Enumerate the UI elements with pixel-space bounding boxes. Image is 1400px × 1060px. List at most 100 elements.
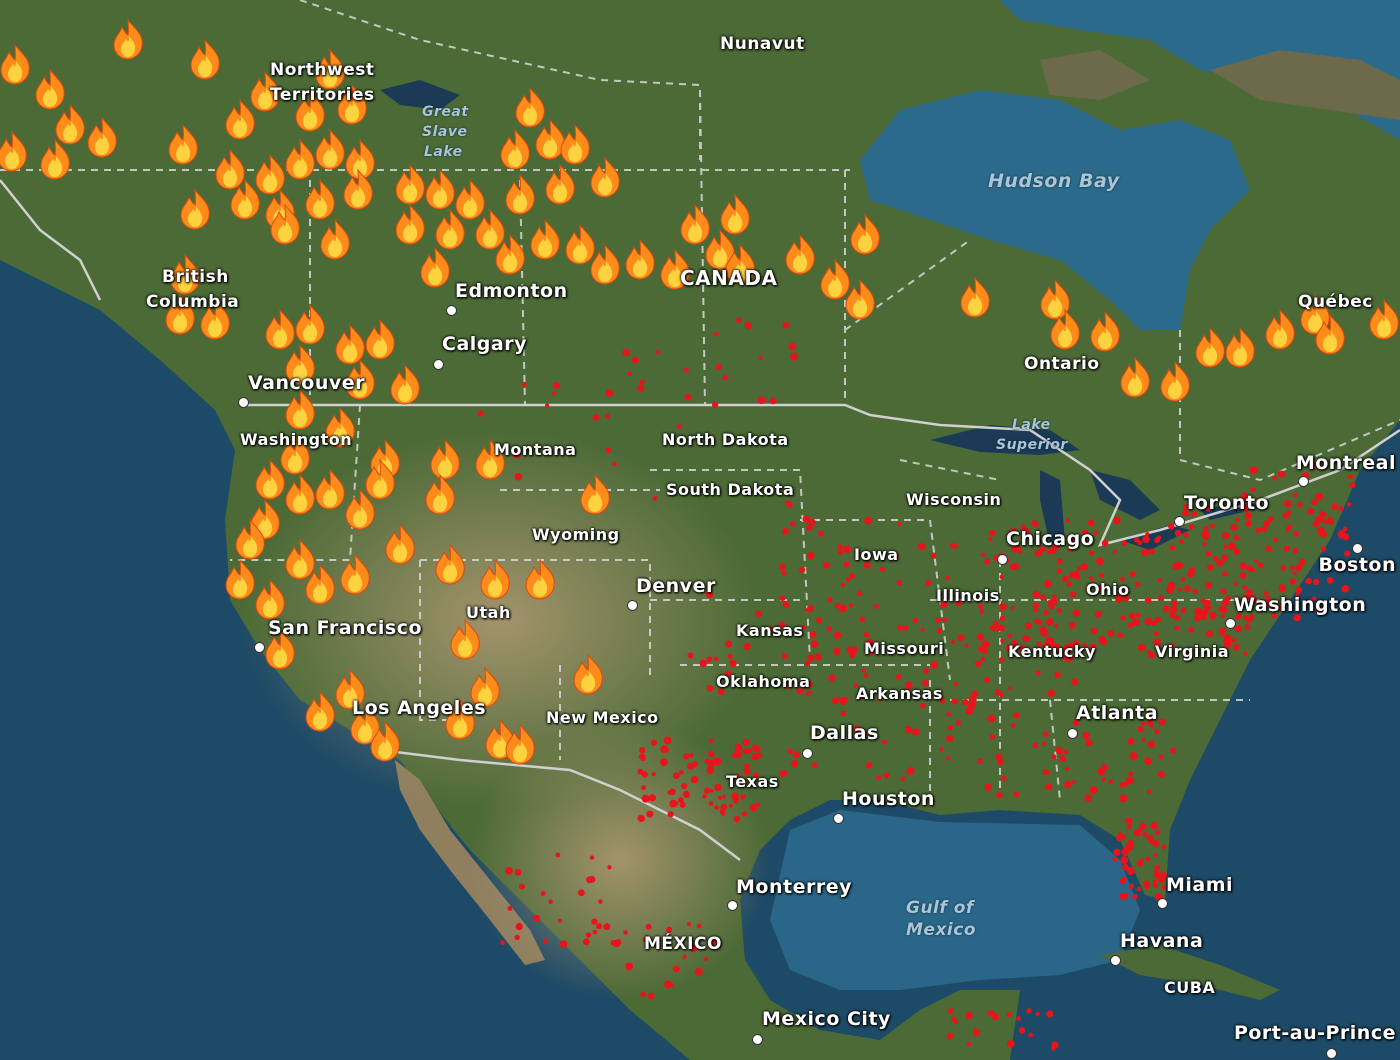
fire-icon[interactable] bbox=[265, 308, 295, 350]
fire-icon[interactable] bbox=[430, 438, 460, 480]
fire-icon[interactable] bbox=[215, 148, 245, 190]
fire-icon[interactable] bbox=[1090, 310, 1120, 352]
fire-icon[interactable] bbox=[590, 156, 620, 198]
fire-icon[interactable] bbox=[200, 298, 230, 340]
fire-icon[interactable] bbox=[325, 406, 355, 448]
fire-icon[interactable] bbox=[545, 163, 575, 205]
fire-icon[interactable] bbox=[285, 388, 315, 430]
fire-icon[interactable] bbox=[235, 518, 265, 560]
fire-icon[interactable] bbox=[573, 653, 603, 695]
fire-icon[interactable] bbox=[87, 116, 117, 158]
fire-icon[interactable] bbox=[580, 473, 610, 515]
fire-icon[interactable] bbox=[1315, 313, 1345, 355]
fire-icon[interactable] bbox=[335, 668, 365, 710]
fire-icon[interactable] bbox=[385, 523, 415, 565]
fire-icon[interactable] bbox=[295, 303, 325, 345]
fire-icon[interactable] bbox=[590, 243, 620, 285]
fire-icon[interactable] bbox=[190, 38, 220, 80]
fire-icon[interactable] bbox=[475, 438, 505, 480]
fire-icon[interactable] bbox=[395, 203, 425, 245]
fire-icon[interactable] bbox=[180, 188, 210, 230]
fire-icon[interactable] bbox=[625, 238, 655, 280]
fire-icon[interactable] bbox=[285, 138, 315, 180]
fire-icon[interactable] bbox=[495, 233, 525, 275]
fire-icon[interactable] bbox=[720, 193, 750, 235]
fire-icon[interactable] bbox=[305, 178, 335, 220]
fire-icon[interactable] bbox=[285, 538, 315, 580]
fire-icon[interactable] bbox=[315, 48, 345, 90]
fire-icon[interactable] bbox=[1369, 298, 1399, 340]
fire-icon[interactable] bbox=[390, 363, 420, 405]
fire-icon[interactable] bbox=[295, 90, 325, 132]
fire-icon[interactable] bbox=[55, 103, 85, 145]
fire-icon[interactable] bbox=[1160, 360, 1190, 402]
fire-icon[interactable] bbox=[960, 276, 990, 318]
fire-icon[interactable] bbox=[370, 720, 400, 762]
fire-icon[interactable] bbox=[1225, 326, 1255, 368]
fire-icon[interactable] bbox=[230, 178, 260, 220]
fire-icon[interactable] bbox=[350, 703, 380, 745]
fire-icon[interactable] bbox=[315, 468, 345, 510]
fire-icon[interactable] bbox=[320, 218, 350, 260]
fire-icon[interactable] bbox=[425, 168, 455, 210]
fire-icon[interactable] bbox=[113, 18, 143, 60]
fire-icon[interactable] bbox=[255, 458, 285, 500]
fire-icon[interactable] bbox=[265, 628, 295, 670]
fire-icon[interactable] bbox=[285, 343, 315, 385]
fire-icon[interactable] bbox=[680, 203, 710, 245]
fire-icon[interactable] bbox=[785, 233, 815, 275]
fire-icon[interactable] bbox=[0, 130, 27, 172]
fire-icon[interactable] bbox=[280, 433, 310, 475]
fire-icon[interactable] bbox=[395, 163, 425, 205]
fire-icon[interactable] bbox=[505, 173, 535, 215]
fire-icon[interactable] bbox=[705, 228, 735, 270]
fire-icon[interactable] bbox=[1300, 293, 1330, 335]
fire-icon[interactable] bbox=[1265, 308, 1295, 350]
fire-icon[interactable] bbox=[165, 293, 195, 335]
fire-icon[interactable] bbox=[35, 68, 65, 110]
fire-icon[interactable] bbox=[365, 318, 395, 360]
fire-icon[interactable] bbox=[480, 558, 510, 600]
fire-icon[interactable] bbox=[225, 98, 255, 140]
fire-icon[interactable] bbox=[505, 723, 535, 765]
fire-icon[interactable] bbox=[475, 208, 505, 250]
fire-icon[interactable] bbox=[40, 138, 70, 180]
fire-icon[interactable] bbox=[435, 208, 465, 250]
fire-icon[interactable] bbox=[305, 563, 335, 605]
fire-icon[interactable] bbox=[340, 553, 370, 595]
fire-icon[interactable] bbox=[0, 43, 30, 85]
fire-icon[interactable] bbox=[450, 618, 480, 660]
fire-icon[interactable] bbox=[515, 86, 545, 128]
fire-icon[interactable] bbox=[255, 578, 285, 620]
fire-icon[interactable] bbox=[1040, 278, 1070, 320]
fire-icon[interactable] bbox=[345, 488, 375, 530]
fire-icon[interactable] bbox=[445, 698, 475, 740]
fire-icon[interactable] bbox=[455, 178, 485, 220]
fire-icon[interactable] bbox=[530, 218, 560, 260]
fire-icon[interactable] bbox=[168, 123, 198, 165]
fire-icon[interactable] bbox=[1120, 356, 1150, 398]
fire-icon[interactable] bbox=[820, 258, 850, 300]
fire-icon[interactable] bbox=[285, 473, 315, 515]
fire-icon[interactable] bbox=[535, 118, 565, 160]
fire-icon[interactable] bbox=[565, 223, 595, 265]
fire-icon[interactable] bbox=[425, 473, 455, 515]
fire-icon[interactable] bbox=[1195, 326, 1225, 368]
fire-icon[interactable] bbox=[725, 243, 755, 285]
fire-icon[interactable] bbox=[337, 83, 367, 125]
fire-icon[interactable] bbox=[470, 666, 500, 708]
fire-icon[interactable] bbox=[500, 128, 530, 170]
fire-icon[interactable] bbox=[845, 278, 875, 320]
fire-icon[interactable] bbox=[420, 246, 450, 288]
fire-icon[interactable] bbox=[345, 138, 375, 180]
fire-icon[interactable] bbox=[560, 123, 590, 165]
fire-icon[interactable] bbox=[335, 323, 365, 365]
fire-icon[interactable] bbox=[305, 690, 335, 732]
fire-icon[interactable] bbox=[365, 458, 395, 500]
fire-icon[interactable] bbox=[345, 358, 375, 400]
fire-icon[interactable] bbox=[343, 168, 373, 210]
fire-icon[interactable] bbox=[525, 558, 555, 600]
fire-icon[interactable] bbox=[435, 543, 465, 585]
fire-icon[interactable] bbox=[255, 153, 285, 195]
